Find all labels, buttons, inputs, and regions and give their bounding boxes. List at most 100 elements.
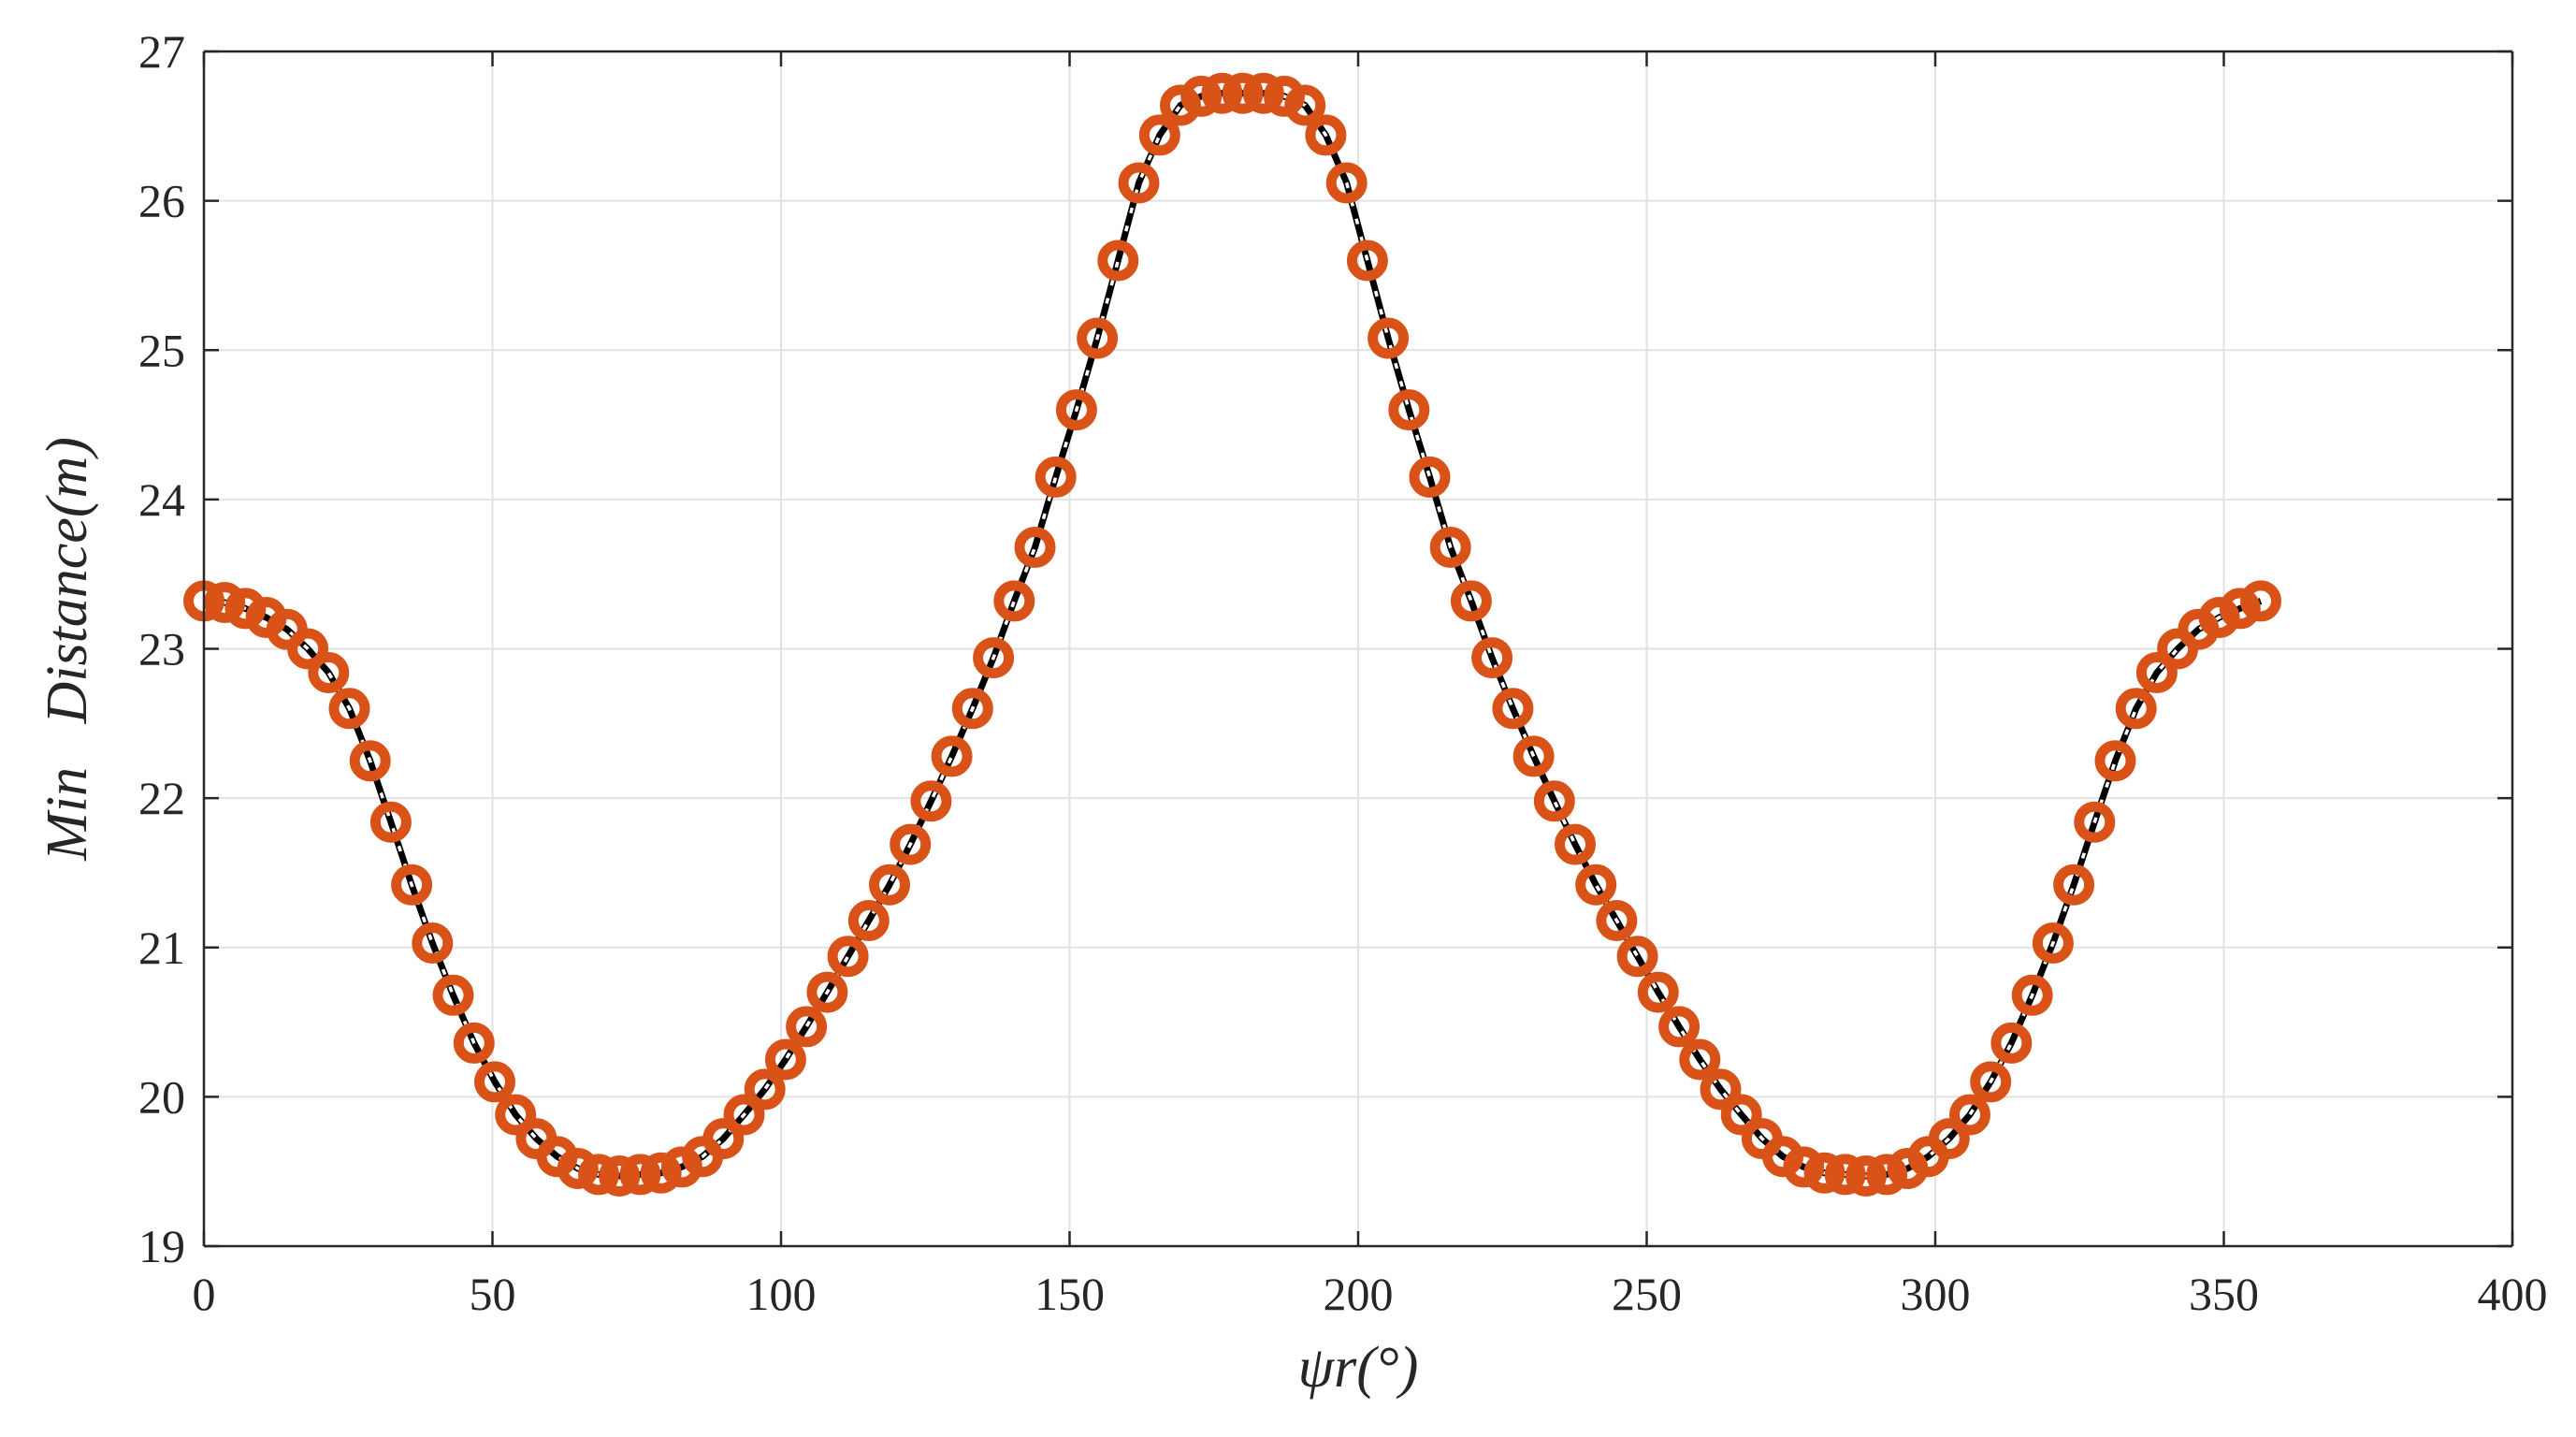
data-point-marker xyxy=(1679,1038,1721,1081)
y-axis-label: Min Distance(m) xyxy=(36,437,99,862)
y-tick-label: 22 xyxy=(138,772,185,824)
data-point-marker xyxy=(328,688,370,730)
data-point-marker xyxy=(1512,735,1555,777)
data-point-marker xyxy=(1346,240,1388,282)
data-point-marker xyxy=(890,823,932,865)
data-point-marker xyxy=(931,735,973,777)
data-point-marker xyxy=(2032,922,2074,964)
data-point-marker xyxy=(764,1038,806,1081)
data-point-marker xyxy=(1720,1094,1762,1136)
data-point-marker xyxy=(1138,114,1180,156)
data-point-marker xyxy=(2074,801,2116,843)
y-tick-label: 26 xyxy=(138,175,185,227)
data-point-marker xyxy=(557,1148,599,1189)
data-point-marker xyxy=(2219,588,2261,630)
x-tick-label: 150 xyxy=(1035,1268,1105,1320)
data-point-marker xyxy=(1803,1152,1845,1194)
data-point-marker xyxy=(349,740,391,782)
data-point-marker xyxy=(2011,974,2053,1016)
data-point-marker xyxy=(1700,1068,1742,1110)
x-tick-label: 200 xyxy=(1324,1268,1394,1320)
data-point-marker xyxy=(1596,900,1638,941)
data-point-marker xyxy=(369,801,412,843)
y-tick-label: 20 xyxy=(138,1070,185,1123)
data-point-marker xyxy=(847,900,890,941)
data-point-marker xyxy=(869,864,910,906)
data-point-marker xyxy=(412,922,454,964)
data-point-marker xyxy=(391,864,433,906)
y-tick-label: 27 xyxy=(138,25,185,78)
data-point-marker xyxy=(1616,936,1658,978)
data-point-marker xyxy=(910,780,952,822)
data-point-marker xyxy=(2053,864,2095,906)
data-point-marker xyxy=(1097,240,1139,282)
x-tick-label: 350 xyxy=(2189,1268,2259,1320)
data-point-marker xyxy=(1035,456,1077,498)
y-tick-label: 21 xyxy=(138,922,185,974)
x-tick-label: 400 xyxy=(2478,1268,2548,1320)
data-point-marker xyxy=(1492,688,1534,730)
data-point-marker xyxy=(786,1006,828,1048)
data-point-marker xyxy=(308,652,350,693)
data-point-marker xyxy=(973,637,1015,679)
x-axis-label: ψr(°) xyxy=(1298,1336,1419,1400)
data-point-marker xyxy=(1970,1061,2012,1103)
data-point-marker xyxy=(204,582,246,623)
data-point-marker xyxy=(1471,637,1513,679)
data-point-marker xyxy=(1637,971,1679,1013)
data-point-marker xyxy=(744,1068,786,1110)
data-point-marker xyxy=(1409,456,1451,498)
axes xyxy=(202,50,2514,1248)
data-point-marker xyxy=(474,1061,515,1103)
data-point-marker xyxy=(1533,780,1575,822)
data-point-marker xyxy=(287,628,329,670)
data-point-marker xyxy=(1928,1118,1970,1160)
data-point-marker xyxy=(702,1118,745,1160)
data-point-marker xyxy=(1450,580,1492,622)
data-point-marker xyxy=(1575,864,1617,906)
x-tick-label: 0 xyxy=(193,1268,216,1320)
data-point-marker xyxy=(1866,1154,1908,1196)
data-point-marker xyxy=(1055,389,1097,431)
y-tick-label: 25 xyxy=(138,324,185,376)
data-point-marker xyxy=(1201,72,1243,114)
data-point-marker xyxy=(1368,317,1410,359)
data-point-marker xyxy=(578,1154,619,1196)
x-tick-label: 50 xyxy=(470,1268,516,1320)
data-point-marker xyxy=(1555,823,1596,865)
data-point-marker xyxy=(2094,740,2136,782)
data-point-marker xyxy=(1990,1022,2033,1064)
data-point-marker xyxy=(1845,1155,1887,1197)
data-point-marker xyxy=(619,1154,661,1196)
y-tick-labels: 19 20 21 22 23 24 25 26 27 xyxy=(138,25,185,1272)
data-point-marker xyxy=(1284,84,1326,126)
data-point-marker xyxy=(723,1094,765,1136)
data-point-marker xyxy=(1429,527,1471,568)
x-tick-label: 250 xyxy=(1612,1268,1682,1320)
data-point-marker xyxy=(599,1155,641,1197)
y-tick-label: 24 xyxy=(138,473,185,526)
data-point-marker xyxy=(806,971,848,1013)
data-point-marker xyxy=(951,688,993,730)
data-point-marker xyxy=(1949,1094,1990,1136)
data-point-marker xyxy=(432,974,474,1016)
data-point-marker xyxy=(1242,72,1284,114)
data-point-marker xyxy=(453,1022,495,1064)
data-point-marker xyxy=(1305,114,1347,156)
data-point-marker xyxy=(2115,688,2157,730)
data-point-marker xyxy=(2135,652,2178,693)
data-point-marker xyxy=(1388,389,1430,431)
x-tick-labels: 0 50 100 150 200 250 300 350 400 xyxy=(193,1268,2548,1320)
data-point-marker xyxy=(1222,72,1264,114)
data-point-marker xyxy=(1118,162,1160,204)
data-point-marker xyxy=(993,580,1035,622)
data-point-marker xyxy=(1325,162,1368,204)
data-point-marker xyxy=(1824,1154,1866,1196)
data-point-marker xyxy=(1014,527,1056,568)
data-point-marker xyxy=(1658,1006,1700,1048)
y-tick-label: 23 xyxy=(138,623,185,675)
data-point-marker xyxy=(2240,580,2281,622)
data-point-marker xyxy=(1783,1146,1825,1188)
